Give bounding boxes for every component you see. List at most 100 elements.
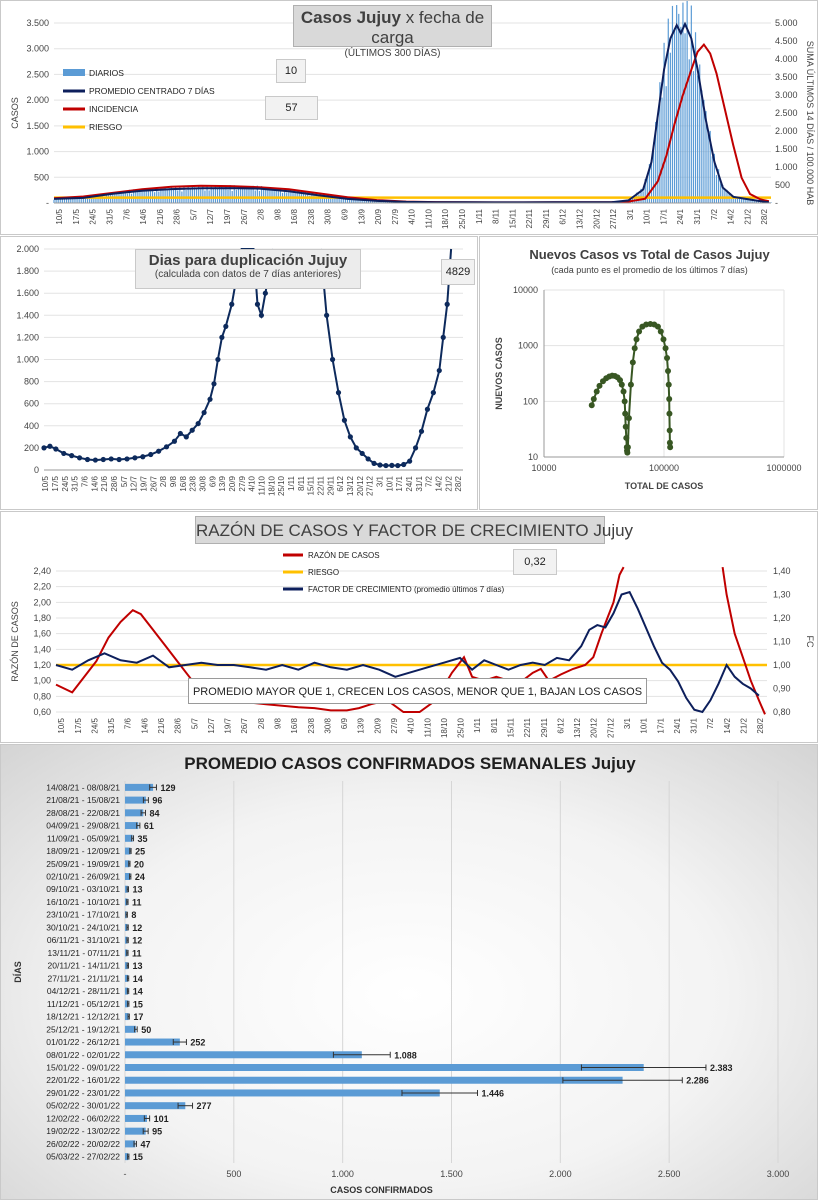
casos-daily-bar	[652, 142, 655, 203]
casos-daily-bar	[749, 199, 751, 203]
razon-xtick: 22/11	[523, 717, 532, 737]
duplicacion-point	[195, 420, 201, 427]
nuevos-ytick: 100	[523, 396, 538, 406]
duplicacion-xtick: 15/11	[307, 475, 316, 495]
duplicacion-point	[389, 462, 395, 468]
semanales-category-label: 20/11/21 - 14/11/21	[48, 961, 121, 971]
semanales-data-label: 84	[149, 808, 159, 818]
casos-daily-bar	[57, 199, 59, 203]
semanales-bar	[125, 885, 128, 893]
semanales-bar	[125, 873, 131, 880]
duplicacion-chart-panel: 0 200 400 600 800 1.000 1.200 1.400 1.600 1.800 2.…	[0, 236, 478, 510]
semanales-xtick: 1.500	[440, 1169, 463, 1179]
nuevos-point	[666, 410, 673, 417]
semanales-bar	[125, 834, 133, 842]
razon-ytick: 2,00	[33, 597, 51, 607]
casos-xtick: 7/2	[710, 208, 719, 220]
casos-daily-bar	[250, 188, 252, 203]
razon-ytick: 2,20	[33, 582, 51, 592]
duplicacion-point	[401, 461, 407, 468]
nuevos-point	[666, 439, 673, 446]
razon-y2tick: 0,90	[773, 684, 791, 694]
razon-xtick: 13/9	[357, 717, 366, 733]
casos-xtick: 24/1	[676, 208, 685, 224]
duplicacion-point	[183, 434, 189, 440]
semanales-data-label: 129	[160, 783, 175, 793]
semanales-data-label: 20	[134, 859, 144, 869]
casos-xtick: 18/10	[441, 208, 450, 229]
casos-daily-bar	[378, 201, 380, 203]
casos-xtick: 31/5	[105, 208, 114, 224]
casos-y2tick: 2.000	[775, 126, 798, 136]
semanales-data-label: 252	[190, 1038, 205, 1048]
duplicacion-point	[41, 445, 47, 451]
casos-daily-bar	[676, 5, 678, 203]
semanales-data-label: 12	[132, 936, 142, 946]
casos-xtick: 27/9	[391, 208, 400, 224]
razon-xtick: 21/2	[739, 717, 748, 733]
casos-xtick: 20/9	[374, 208, 383, 224]
casos-daily-bar	[745, 198, 747, 203]
duplicacion-callout: 4829	[441, 259, 475, 285]
casos-daily-bar	[732, 195, 734, 203]
duplicacion-ytick: 1.200	[16, 332, 39, 342]
casos-subtitle: (ÚLTIMOS 300 DÍAS)	[344, 48, 441, 59]
casos-daily-bar	[747, 199, 749, 203]
casos-daily-bar	[202, 185, 204, 203]
duplicacion-point	[69, 453, 75, 459]
duplicacion-point	[47, 443, 53, 449]
casos-xtick: 25/10	[458, 208, 467, 229]
duplicacion-point	[156, 448, 162, 454]
casos-daily-bar	[89, 196, 91, 203]
razon-xtick: 20/12	[590, 717, 599, 738]
razon-ytick: 1,20	[33, 660, 51, 670]
casos-daily-bar	[179, 186, 181, 203]
casos-daily-bar	[736, 196, 739, 203]
nuevos-point	[622, 410, 629, 417]
casos-daily-bar	[707, 130, 709, 203]
semanales-bar	[125, 783, 154, 791]
duplicacion-point	[371, 460, 377, 466]
razon-xtick: 14/6	[140, 717, 149, 733]
casos-title-bold: Casos Jujuy	[300, 8, 401, 27]
semanales-category-label: 06/11/21 - 31/10/21	[47, 935, 120, 945]
semanales-data-label: 1.446	[482, 1088, 505, 1098]
casos-daily-bar	[151, 187, 154, 203]
semanales-category-label: 18/09/21 - 12/09/21	[46, 846, 120, 856]
casos-daily-bar	[244, 187, 246, 203]
casos-y2label: SUMA ÚLTIMOS 14 DÍAS / 100.000 HAB	[805, 41, 815, 205]
semanales-data-label: 14	[133, 987, 143, 997]
duplicacion-xtick: 28/6	[110, 475, 119, 491]
casos-daily-bar	[212, 188, 214, 203]
casos-daily-bar	[336, 198, 338, 203]
casos-daily-bar	[156, 187, 158, 203]
casos-daily-bar	[741, 197, 743, 203]
casos-daily-bar	[753, 199, 755, 203]
casos-daily-bar	[95, 196, 97, 203]
semanales-bar	[125, 1153, 129, 1161]
casos-daily-bar	[372, 200, 374, 203]
casos-daily-bar	[344, 198, 347, 203]
casos-daily-bar	[734, 197, 736, 203]
casos-daily-bar	[166, 188, 168, 203]
duplicacion-xtick: 14/2	[434, 475, 443, 491]
semanales-data-label: 15	[133, 1152, 143, 1162]
duplicacion-xtick: 31/5	[71, 475, 80, 491]
duplicacion-ytick: 2.000	[16, 244, 39, 254]
casos-y2tick: 5.000	[775, 18, 798, 28]
casos-daily-bar	[703, 99, 705, 203]
razon-legend-label: FACTOR DE CRECIMIENTO (promedio últimos …	[308, 585, 505, 594]
nuevos-point	[624, 444, 631, 451]
casos-xtick: 20/12	[592, 208, 601, 229]
razon-xtick: 28/6	[174, 717, 183, 733]
razon-y2tick: 1,00	[773, 660, 791, 670]
duplicacion-point	[444, 301, 450, 307]
semanales-xtick: 1.000	[331, 1169, 354, 1179]
casos-daily-bar	[365, 199, 367, 203]
casos-xtick: 14/2	[727, 208, 736, 224]
razon-legend-label: RIESGO	[308, 568, 339, 577]
casos-xtick: 15/11	[508, 208, 517, 228]
razon-xtick: 9/8	[273, 717, 282, 729]
nuevos-point	[666, 396, 673, 403]
casos-daily-bar	[189, 188, 191, 203]
